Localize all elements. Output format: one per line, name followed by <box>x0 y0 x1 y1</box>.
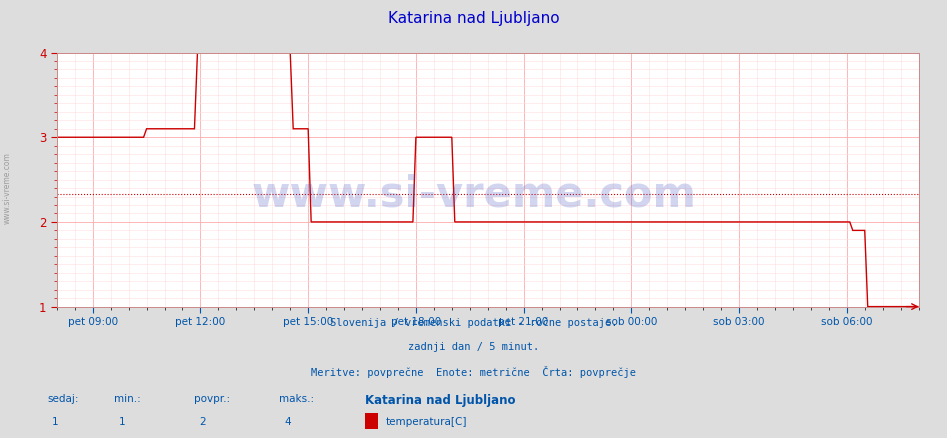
Text: povpr.:: povpr.: <box>194 394 230 404</box>
Text: 2: 2 <box>199 417 205 427</box>
Text: Katarina nad Ljubljano: Katarina nad Ljubljano <box>387 11 560 26</box>
Text: Slovenija / vremenski podatki - ročne postaje.: Slovenija / vremenski podatki - ročne po… <box>330 318 617 328</box>
Text: maks.:: maks.: <box>279 394 314 404</box>
Text: sedaj:: sedaj: <box>47 394 79 404</box>
Text: 1: 1 <box>52 417 59 427</box>
Text: www.si-vreme.com: www.si-vreme.com <box>3 152 12 224</box>
Text: www.si-vreme.com: www.si-vreme.com <box>251 174 696 216</box>
Text: 1: 1 <box>118 417 125 427</box>
Text: min.:: min.: <box>114 394 140 404</box>
Text: temperatura[C]: temperatura[C] <box>385 417 467 427</box>
Text: Katarina nad Ljubljano: Katarina nad Ljubljano <box>365 394 515 407</box>
Text: zadnji dan / 5 minut.: zadnji dan / 5 minut. <box>408 342 539 352</box>
Text: Meritve: povprečne  Enote: metrične  Črta: povprečje: Meritve: povprečne Enote: metrične Črta:… <box>311 366 636 378</box>
Text: 4: 4 <box>284 417 291 427</box>
